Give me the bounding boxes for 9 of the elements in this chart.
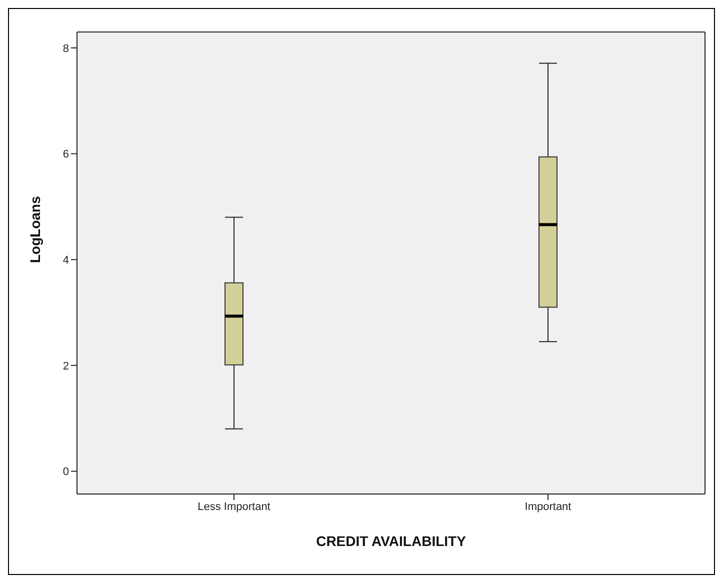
x-tick-label: Less Important [198, 500, 270, 513]
y-tick-label: 8 [62, 42, 69, 55]
y-tick-label: 2 [62, 360, 69, 372]
y-tick-label: 4 [62, 254, 69, 266]
y-axis-title: LogLoans [26, 196, 43, 263]
x-tick-label: Important [524, 500, 572, 513]
y-tick-label: 6 [62, 148, 69, 161]
x-axis-title: CREDIT AVAILABILITY [316, 533, 467, 549]
y-tick-label: 0 [62, 466, 69, 478]
